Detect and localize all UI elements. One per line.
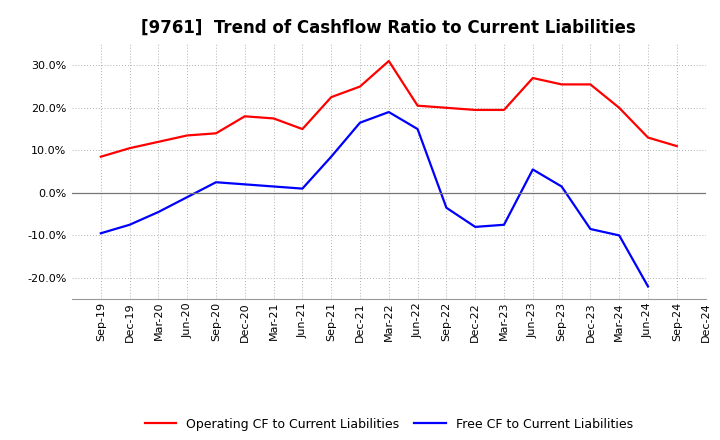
Free CF to Current Liabilities [500, 222, 508, 227]
Operating CF to Current Liabilities [557, 82, 566, 87]
Operating CF to Current Liabilities [125, 146, 134, 151]
Free CF to Current Liabilities [528, 167, 537, 172]
Operating CF to Current Liabilities [442, 105, 451, 110]
Free CF to Current Liabilities [384, 110, 393, 115]
Legend: Operating CF to Current Liabilities, Free CF to Current Liabilities: Operating CF to Current Liabilities, Fre… [140, 413, 638, 436]
Line: Operating CF to Current Liabilities: Operating CF to Current Liabilities [101, 61, 677, 157]
Free CF to Current Liabilities [154, 209, 163, 215]
Free CF to Current Liabilities [96, 231, 105, 236]
Operating CF to Current Liabilities [269, 116, 278, 121]
Free CF to Current Liabilities [615, 233, 624, 238]
Operating CF to Current Liabilities [96, 154, 105, 159]
Free CF to Current Liabilities [586, 226, 595, 231]
Operating CF to Current Liabilities [154, 139, 163, 144]
Free CF to Current Liabilities [471, 224, 480, 230]
Operating CF to Current Liabilities [298, 126, 307, 132]
Free CF to Current Liabilities [240, 182, 249, 187]
Operating CF to Current Liabilities [615, 105, 624, 110]
Title: [9761]  Trend of Cashflow Ratio to Current Liabilities: [9761] Trend of Cashflow Ratio to Curren… [141, 19, 636, 37]
Free CF to Current Liabilities [298, 186, 307, 191]
Free CF to Current Liabilities [557, 184, 566, 189]
Operating CF to Current Liabilities [356, 84, 364, 89]
Operating CF to Current Liabilities [413, 103, 422, 108]
Free CF to Current Liabilities [356, 120, 364, 125]
Operating CF to Current Liabilities [644, 135, 652, 140]
Operating CF to Current Liabilities [327, 95, 336, 100]
Free CF to Current Liabilities [413, 126, 422, 132]
Operating CF to Current Liabilities [672, 143, 681, 149]
Free CF to Current Liabilities [269, 184, 278, 189]
Free CF to Current Liabilities [327, 154, 336, 159]
Free CF to Current Liabilities [644, 284, 652, 289]
Operating CF to Current Liabilities [586, 82, 595, 87]
Free CF to Current Liabilities [212, 180, 220, 185]
Operating CF to Current Liabilities [528, 75, 537, 81]
Free CF to Current Liabilities [183, 194, 192, 200]
Operating CF to Current Liabilities [212, 131, 220, 136]
Operating CF to Current Liabilities [240, 114, 249, 119]
Line: Free CF to Current Liabilities: Free CF to Current Liabilities [101, 112, 648, 286]
Operating CF to Current Liabilities [471, 107, 480, 113]
Operating CF to Current Liabilities [500, 107, 508, 113]
Operating CF to Current Liabilities [384, 59, 393, 64]
Free CF to Current Liabilities [442, 205, 451, 210]
Operating CF to Current Liabilities [183, 133, 192, 138]
Free CF to Current Liabilities [125, 222, 134, 227]
